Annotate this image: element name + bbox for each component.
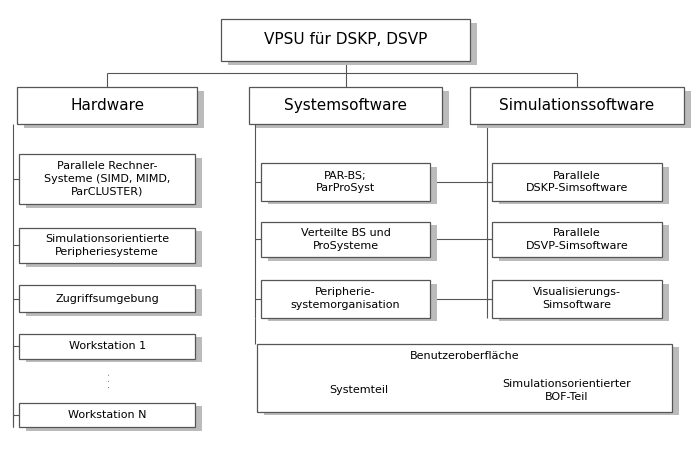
Text: Zugriffsumgebung: Zugriffsumgebung — [55, 294, 159, 304]
Bar — [19, 228, 195, 263]
Text: Systemsoftware: Systemsoftware — [284, 98, 407, 113]
Text: VPSU für DSKP, DSVP: VPSU für DSKP, DSVP — [264, 32, 427, 47]
Bar — [19, 285, 195, 312]
Text: Peripherie-
systemorganisation: Peripherie- systemorganisation — [291, 287, 400, 310]
Bar — [221, 19, 470, 61]
Text: Verteilte BS und
ProSysteme: Verteilte BS und ProSysteme — [301, 228, 390, 250]
Text: Benutzeroberfläche: Benutzeroberfläche — [410, 351, 519, 362]
Bar — [19, 154, 195, 204]
Bar — [24, 91, 204, 128]
Bar — [261, 280, 430, 318]
Text: Parallele Rechner-
Systeme (SIMD, MIMD,
ParCLUSTER): Parallele Rechner- Systeme (SIMD, MIMD, … — [44, 161, 170, 197]
Text: Simulationsorientierter
BOF-Teil: Simulationsorientierter BOF-Teil — [502, 379, 631, 402]
Bar — [17, 87, 197, 124]
Bar — [26, 289, 202, 316]
Bar — [492, 280, 661, 318]
Bar — [19, 334, 195, 358]
Bar — [261, 163, 430, 201]
Bar — [470, 87, 684, 124]
Bar — [249, 87, 442, 124]
Bar — [499, 167, 668, 204]
Bar — [261, 222, 430, 257]
Bar — [26, 406, 202, 431]
Bar — [26, 232, 202, 266]
Bar — [19, 402, 195, 428]
Bar — [492, 163, 661, 201]
Bar — [267, 284, 437, 321]
Bar — [257, 343, 672, 412]
Bar — [477, 91, 691, 128]
Bar — [256, 91, 449, 128]
Text: Visualisierungs-
Simsoftware: Visualisierungs- Simsoftware — [533, 287, 621, 310]
Bar — [228, 23, 477, 65]
Text: . . .: . . . — [102, 373, 112, 388]
Text: Hardware: Hardware — [70, 98, 144, 113]
Bar — [492, 222, 661, 257]
Bar — [26, 338, 202, 362]
Text: Simulationsorientierte
Peripheriesysteme: Simulationsorientierte Peripheriesysteme — [45, 234, 169, 257]
Text: PAR-BS;
ParProSyst: PAR-BS; ParProSyst — [316, 171, 375, 193]
Bar — [264, 347, 679, 416]
Text: Systemteil: Systemteil — [330, 386, 389, 395]
Bar — [499, 284, 668, 321]
Bar — [26, 158, 202, 208]
Text: Workstation N: Workstation N — [68, 410, 146, 420]
Bar — [267, 226, 437, 261]
Text: Parallele
DSKP-Simsoftware: Parallele DSKP-Simsoftware — [526, 171, 628, 193]
Text: Workstation 1: Workstation 1 — [68, 341, 146, 351]
Bar — [267, 167, 437, 204]
Text: Parallele
DSVP-Simsoftware: Parallele DSVP-Simsoftware — [526, 228, 628, 250]
Bar — [499, 226, 668, 261]
Text: Simulationssoftware: Simulationssoftware — [500, 98, 654, 113]
